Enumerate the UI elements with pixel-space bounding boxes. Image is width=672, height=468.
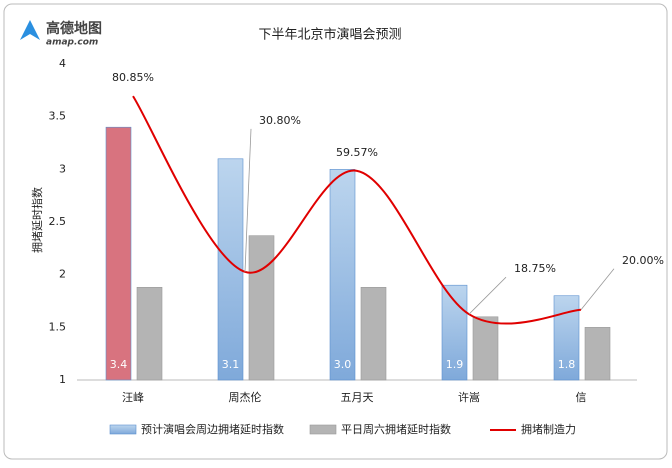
y-tick-label: 1: [59, 373, 66, 386]
x-tick-label: 信: [576, 391, 587, 404]
bar-value-label: 3.0: [334, 358, 352, 371]
leader-line: [244, 128, 252, 272]
legend-swatch: [309, 424, 337, 435]
chart-title: 下半年北京市演唱会预测: [258, 27, 401, 43]
bar-value-label: 1.8: [558, 358, 576, 371]
bar: [329, 169, 356, 381]
line-value-label: 30.80%: [259, 114, 301, 127]
legend-label: 拥堵制造力: [521, 422, 576, 436]
logo: 高德地图 amap.com: [20, 20, 102, 48]
y-tick-label: 4: [59, 57, 66, 70]
brand-url: amap.com: [46, 38, 98, 48]
y-tick-label: 1.5: [49, 320, 67, 333]
leader-line: [580, 268, 615, 311]
line-value-label: 80.85%: [112, 71, 154, 84]
line: [132, 95, 582, 325]
y-tick-label: 3.5: [49, 110, 67, 123]
bar: [248, 235, 275, 381]
bar: [360, 287, 387, 381]
y-tick-label: 3: [59, 162, 66, 175]
leader-line: [468, 276, 507, 315]
bar-value-label: 1.9: [446, 358, 464, 371]
bar-value-label: 3.1: [222, 358, 240, 371]
line-value-label: 18.75%: [514, 262, 556, 275]
bar: [472, 316, 499, 381]
bar: [105, 126, 132, 381]
legend-label: 预计演唱会周边拥堵延时指数: [141, 422, 284, 436]
x-tick-label: 许嵩: [458, 391, 480, 404]
y-axis-title: 拥堵延时指数: [30, 187, 44, 253]
line-value-label: 59.57%: [336, 146, 378, 159]
bar: [584, 327, 611, 381]
brand: 高德地图: [46, 20, 102, 37]
bar-value-label: 3.4: [110, 358, 128, 371]
line-value-label: 20.00%: [622, 254, 664, 267]
x-tick-label: 周杰伦: [229, 390, 262, 404]
legend-swatch: [109, 424, 137, 435]
y-tick-label: 2: [59, 268, 66, 281]
y-tick-label: 2.5: [49, 215, 67, 228]
legend-label: 平日周六拥堵延时指数: [341, 422, 451, 436]
x-tick-label: 汪峰: [122, 391, 144, 404]
x-tick-label: 五月天: [341, 391, 374, 404]
bar: [136, 287, 163, 381]
